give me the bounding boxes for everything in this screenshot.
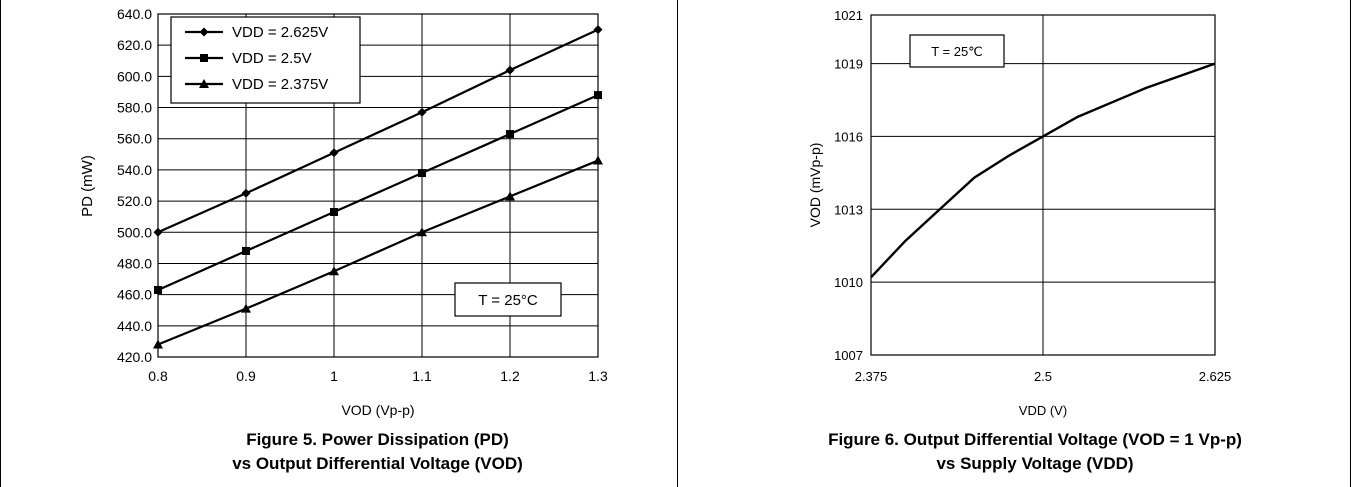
chart2-annotation-box xyxy=(909,34,1005,68)
chart1-data-point xyxy=(417,107,427,117)
chart2-y-tick-label: 1019 xyxy=(834,57,863,72)
chart1-y-tick-label: 420.0 xyxy=(117,349,152,365)
chart1-data-point xyxy=(417,227,427,237)
chart2-annotation-text: T = 25℃ xyxy=(931,44,983,59)
chart1-y-tick-label: 440.0 xyxy=(117,318,152,334)
chart1-data-point xyxy=(505,65,515,75)
chart1-series-1 xyxy=(153,25,603,237)
chart1-y-tick-label: 580.0 xyxy=(117,100,152,116)
chart1-data-point xyxy=(594,91,602,100)
figure-5-caption: Figure 5. Power Dissipation (PD) vs Outp… xyxy=(100,428,655,476)
chart1-data-point xyxy=(418,169,426,178)
chart1-y-tick-label: 640.0 xyxy=(117,6,152,22)
chart1-data-point xyxy=(153,339,163,349)
chart1-data-point xyxy=(154,285,162,294)
chart1-data-point xyxy=(593,155,603,165)
chart2-series-line xyxy=(870,62,1216,279)
chart1-x-tick-label: 1.1 xyxy=(412,368,432,384)
chart2-y-tick-label: 1016 xyxy=(834,129,863,144)
chart1-y-axis-label: PD (mW) xyxy=(79,155,96,217)
chart2-y-axis-label: VOD (mVp-p) xyxy=(807,143,823,228)
chart1-series-line xyxy=(157,28,599,234)
chart2-x-tick-label: 2.5 xyxy=(1034,369,1052,384)
chart1-x-tick-label: 1.3 xyxy=(588,368,608,384)
chart1-legend-marker xyxy=(199,27,209,37)
chart1-y-tick-label: 460.0 xyxy=(117,287,152,303)
chart1-plot-area xyxy=(157,13,599,358)
chart1-series-line xyxy=(157,94,599,291)
chart1-annotation-box xyxy=(454,282,562,317)
chart1-x-tick-label: 0.9 xyxy=(236,368,256,384)
chart1-y-tick-label: 600.0 xyxy=(117,68,152,84)
chart1-data-point xyxy=(506,130,514,139)
figure-5-caption-line-1: Figure 5. Power Dissipation (PD) xyxy=(246,430,509,449)
figure-6-caption-line-1: Figure 6. Output Differential Voltage (V… xyxy=(828,430,1242,449)
chart1-y-tick-label: 520.0 xyxy=(117,193,152,209)
chart1-legend-marker xyxy=(199,79,209,88)
chart2-x-tick-label: 2.375 xyxy=(855,369,888,384)
figure-5-caption-line-2: vs Output Differential Voltage (VOD) xyxy=(232,454,523,473)
chart2-y-tick-label: 1013 xyxy=(834,202,863,217)
chart1-series-line xyxy=(157,159,599,346)
chart2-y-tick-label: 1007 xyxy=(834,348,863,363)
chart1-x-tick-label: 0.8 xyxy=(148,368,168,384)
chart1-legend-label: VDD = 2.5V xyxy=(232,50,312,67)
panel-divider xyxy=(677,0,678,487)
chart1-x-tick-label: 1 xyxy=(330,368,338,384)
chart1-y-tick-label: 620.0 xyxy=(117,37,152,53)
chart1-y-tick-label: 560.0 xyxy=(117,131,152,147)
chart2-x-tick-label: 2.625 xyxy=(1199,369,1232,384)
chart1-data-point xyxy=(329,266,339,276)
chart1-series-3 xyxy=(153,155,603,349)
chart1-data-point xyxy=(153,227,163,237)
figure-6-caption: Figure 6. Output Differential Voltage (V… xyxy=(745,428,1325,476)
chart1-y-tick-label: 500.0 xyxy=(117,224,152,240)
chart1-data-point xyxy=(329,148,339,158)
power-dissipation-chart: 420.0 440.0 460.0 480.0 500.0 520.0 540.0 560.0… xyxy=(79,6,608,418)
chart1-y-tick-label: 540.0 xyxy=(117,162,152,178)
chart2-y-tick-label: 1010 xyxy=(834,275,863,290)
chart1-data-point xyxy=(330,208,338,217)
chart2-plot-area xyxy=(870,14,1216,356)
chart1-data-point xyxy=(241,188,251,198)
chart2-x-axis-label: VDD (V) xyxy=(1019,403,1067,418)
chart1-data-point xyxy=(505,191,515,201)
chart1-x-tick-label: 1.2 xyxy=(500,368,520,384)
chart2-y-tick-label: 1021 xyxy=(834,8,863,23)
chart1-series-2 xyxy=(154,91,602,294)
figure-6-caption-line-2: vs Supply Voltage (VDD) xyxy=(936,454,1134,473)
chart1-annotation-text: T = 25°C xyxy=(478,292,538,309)
chart1-x-axis-label: VOD (Vp-p) xyxy=(341,402,414,418)
chart1-y-tick-label: 480.0 xyxy=(117,255,152,271)
chart1-data-point xyxy=(593,25,603,35)
chart1-data-point xyxy=(242,246,250,255)
chart1-legend: VDD = 2.625V VDD = 2.5V VDD = 2.375V xyxy=(170,16,361,104)
chart1-data-point xyxy=(241,303,251,313)
chart1-legend-label: VDD = 2.625V xyxy=(232,24,328,41)
chart1-legend-label: VDD = 2.375V xyxy=(232,76,328,93)
chart1-legend-marker xyxy=(200,54,208,62)
